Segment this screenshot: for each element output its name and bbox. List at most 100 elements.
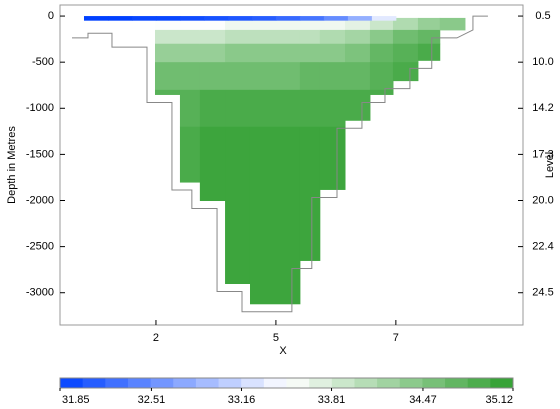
y-tick-label: -1500 <box>26 148 54 160</box>
colorbar-step <box>331 378 355 388</box>
salinity-cell <box>199 126 226 202</box>
y-tick-label: -2500 <box>26 241 54 253</box>
colorbar-tick-label: 33.81 <box>318 394 346 406</box>
salinity-cell <box>154 62 181 91</box>
salinity-cell <box>154 29 181 45</box>
salinity-cell <box>299 29 321 45</box>
y-tick-label: 0 <box>48 10 54 22</box>
salinity-cell <box>179 43 201 63</box>
salinity-cell <box>299 62 321 91</box>
colorbar-step <box>263 378 287 388</box>
surface-cell <box>107 16 133 21</box>
salinity-cell <box>299 89 321 128</box>
y-tick-label: -2000 <box>26 194 54 206</box>
salinity-cell <box>225 62 251 91</box>
salinity-cell <box>344 29 371 45</box>
surface-cell <box>155 16 181 21</box>
surface-cell <box>203 16 229 21</box>
salinity-cell <box>369 62 394 91</box>
colorbar-tick-label: 35.12 <box>485 394 513 406</box>
salinity-cell <box>249 62 301 91</box>
salinity-cell <box>319 89 346 128</box>
salinity-cell <box>225 89 251 128</box>
colorbar-tick-label: 31.85 <box>62 394 90 406</box>
y2-tick-label: 10.0 <box>532 56 553 68</box>
x-tick-label: 2 <box>153 332 159 344</box>
salinity-cell <box>392 17 419 31</box>
topography-outline <box>71 15 488 313</box>
colorbar-step <box>422 378 446 388</box>
salinity-cell <box>199 62 226 91</box>
colorbar-step <box>467 378 491 388</box>
colorbar-step <box>377 378 401 388</box>
salinity-cell <box>392 62 419 82</box>
surface-cell <box>179 16 205 21</box>
salinity-cell <box>225 43 251 63</box>
colorbar-tick-label: 34.47 <box>409 394 437 406</box>
colorbar-step <box>173 378 197 388</box>
salinity-cell <box>225 126 251 285</box>
salinity-cell <box>154 17 181 31</box>
salinity-cell <box>392 43 419 63</box>
x-tick-label: 7 <box>393 332 399 344</box>
y2-tick-label: 17.3 <box>532 148 553 160</box>
colorbar-step <box>399 378 423 388</box>
salinity-cell <box>249 17 301 31</box>
y2-tick-label: 0.5 <box>535 10 550 22</box>
salinity-cell <box>344 17 371 31</box>
salinity-cell <box>225 29 251 45</box>
y-tick-label: -1000 <box>26 102 54 114</box>
salinity-cell <box>319 29 346 45</box>
surface-cell <box>131 16 157 21</box>
salinity-cell <box>154 43 181 63</box>
y2-tick-label: 24.5 <box>532 287 553 299</box>
colorbar-tick-label: 33.16 <box>228 394 256 406</box>
salinity-cell <box>199 89 226 128</box>
colorbar-step <box>150 378 174 388</box>
colorbar-step <box>286 378 310 388</box>
salinity-cell <box>344 62 371 91</box>
colorbar-step <box>60 378 84 388</box>
salinity-cell <box>417 43 441 61</box>
y2-tick-label: 14.2 <box>532 102 553 114</box>
salinity-cell <box>199 29 226 45</box>
plot-frame <box>59 4 524 326</box>
colorbar-step <box>127 378 152 388</box>
colorbar-step <box>105 378 129 388</box>
salinity-cell <box>225 17 251 31</box>
salinity-cell <box>299 126 321 261</box>
salinity-cell <box>392 29 419 45</box>
salinity-cell <box>249 126 301 305</box>
salinity-cell <box>319 126 346 190</box>
colorbar-tick-label: 32.51 <box>138 394 166 406</box>
surface-cell <box>347 16 373 21</box>
salinity-cell <box>319 62 346 91</box>
salinity-cell <box>299 17 321 31</box>
colorbar-step <box>218 378 242 388</box>
colorbar-frame <box>59 377 514 389</box>
salinity-cell <box>344 43 371 63</box>
salinity-cell <box>154 89 181 95</box>
salinity-cell <box>369 89 394 95</box>
colorbar-step <box>241 378 265 388</box>
y2-tick-label: 20.0 <box>532 194 553 206</box>
colorbar-step <box>490 378 514 388</box>
x-axis-title: X <box>279 345 287 357</box>
y-axis-title: Depth in Metres <box>6 126 18 204</box>
salinity-cell <box>369 43 394 63</box>
salinity-cell <box>199 43 226 63</box>
surface-cell <box>323 16 349 21</box>
salinity-cell <box>249 89 301 128</box>
surface-cell <box>299 16 325 21</box>
surface-cell <box>83 16 109 21</box>
surface-cell <box>371 16 397 21</box>
y-tick-label: -500 <box>32 56 54 68</box>
salinity-cell <box>369 29 394 45</box>
x-tick-label: 5 <box>273 332 279 344</box>
salinity-cell <box>369 17 394 31</box>
y2-axis-title: Level <box>544 152 556 178</box>
salinity-cell <box>179 62 201 91</box>
y-tick-label: -3000 <box>26 287 54 299</box>
salinity-cell <box>249 29 301 45</box>
